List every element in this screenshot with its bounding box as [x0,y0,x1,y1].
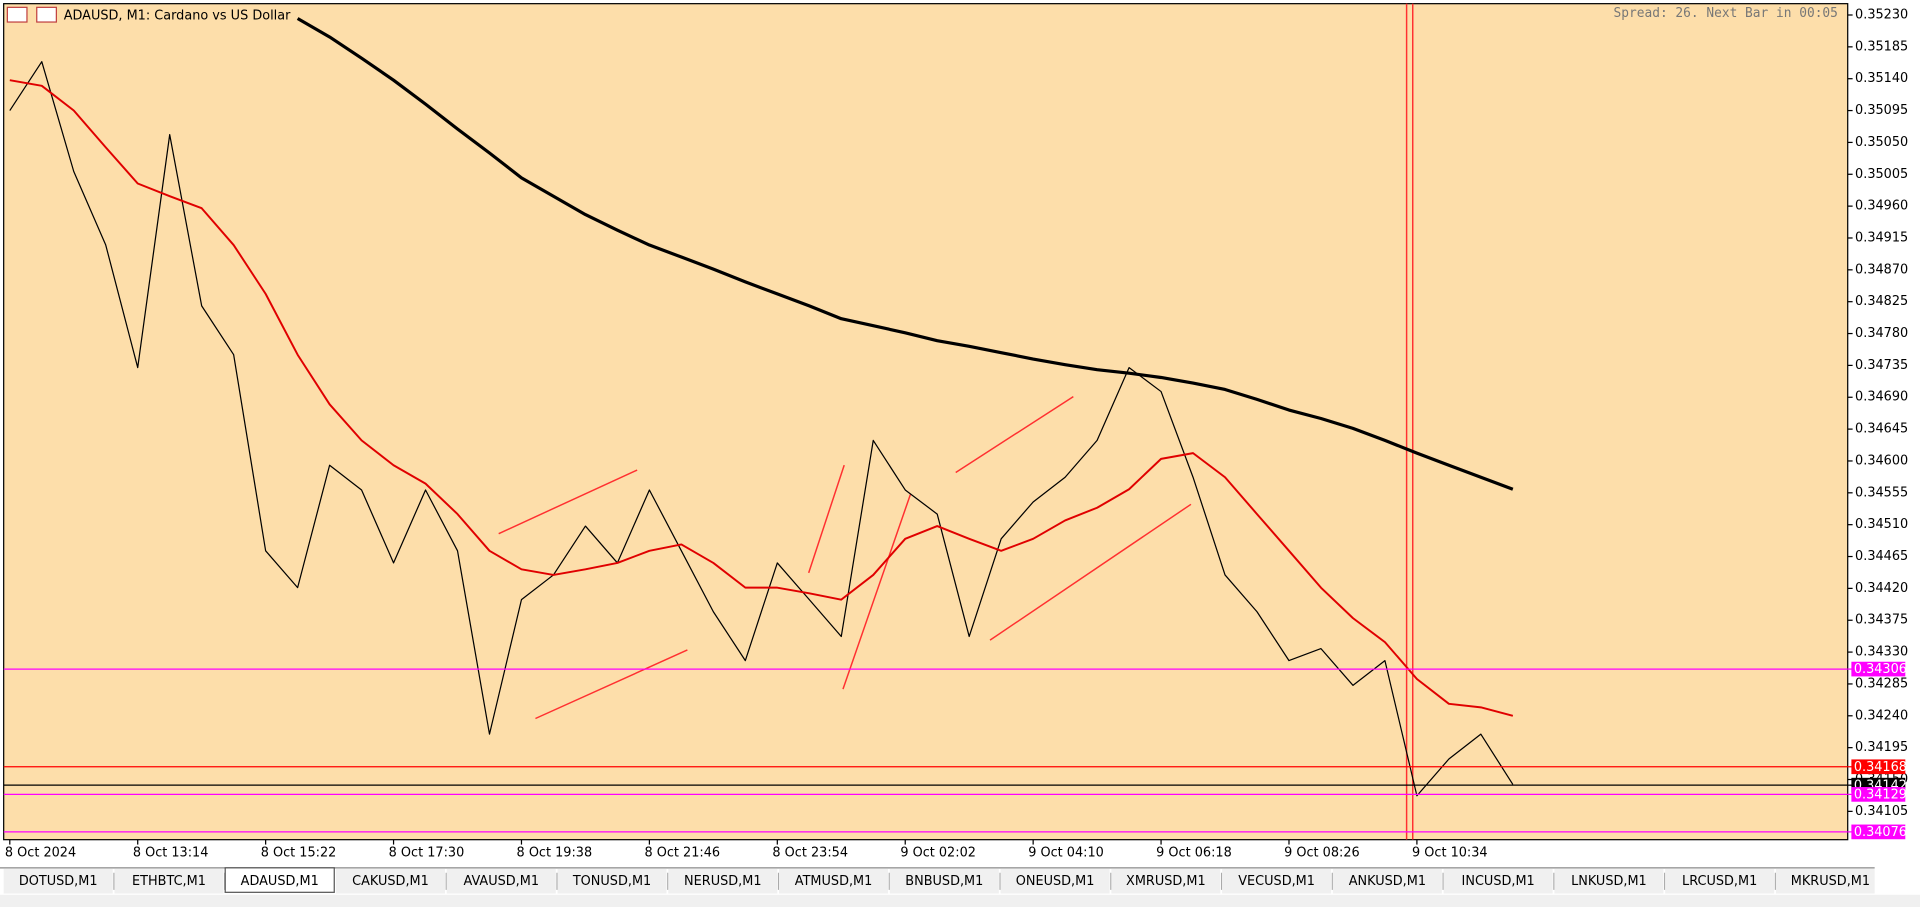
x-tick-label: 8 Oct 17:30 [389,846,465,861]
y-tick-label: 0.34645 [1855,422,1908,437]
y-tick-label: 0.35050 [1855,135,1908,150]
x-tick-label: 8 Oct 23:54 [772,846,848,861]
trendline [955,395,1074,474]
spread-status: Spread: 26. Next Bar in 00:05 [1614,6,1838,21]
y-tick-label: 0.34555 [1855,485,1908,500]
tab-label[interactable]: LNKUSD,M1 [1571,874,1647,889]
tab[interactable] [668,869,778,894]
price-tag [1851,759,1906,775]
price-tag [1851,787,1906,802]
tab[interactable] [1332,869,1442,894]
symbol-tabs: DOTUSD,M1 ETHBTC,M1 ADAUSD,M1 CAKUSD,M1 AVAU… [0,867,1885,894]
price-tag [1851,661,1906,677]
tab[interactable] [1554,869,1664,894]
y-tick-label: 0.34375 [1855,613,1908,628]
y-tick-label: 0.34735 [1855,358,1908,373]
tab-label[interactable]: NERUSD,M1 [684,874,761,889]
x-tick-label: 9 Oct 10:34 [1412,846,1488,861]
y-tick-label: 0.34960 [1855,199,1908,214]
y-tick-label: 0.35095 [1855,103,1908,118]
x-tick-label: 8 Oct 2024 [5,846,76,861]
x-tick-label: 8 Oct 21:46 [644,846,720,861]
y-tick-label: 0.34870 [1855,262,1908,277]
plot-area [3,3,1849,841]
price-tag-label: 0.34076 [1854,825,1907,840]
chart-header: ADAUSD, M1: Cardano vs US Dollar [64,8,291,23]
price-tag-label: 0.34306 [1854,662,1907,677]
tab[interactable] [335,869,446,894]
x-tick-label: 9 Oct 06:18 [1156,846,1232,861]
tab[interactable] [1222,869,1332,894]
status-bar [0,894,1920,907]
y-tick-label: 0.34285 [1855,676,1908,691]
menu-icon[interactable] [6,6,28,23]
trendline [842,494,912,690]
tab-label[interactable]: VECUSD,M1 [1238,874,1315,889]
tab-label[interactable]: BNBUSD,M1 [905,874,983,889]
x-tick-label: 8 Oct 19:38 [517,846,593,861]
price-line [296,17,1514,491]
y-tick-label: 0.34690 [1855,390,1908,405]
y-tick-label: 0.34600 [1855,453,1908,468]
tab-label[interactable]: INCUSD,M1 [1462,874,1535,889]
tab-label[interactable]: AVAUSD,M1 [463,874,539,889]
y-tick-label: 0.34510 [1855,517,1908,532]
tab[interactable] [3,869,113,894]
tab-label[interactable]: CAKUSD,M1 [352,874,429,889]
x-tick-label: 9 Oct 04:10 [1028,846,1104,861]
tab-label[interactable]: TONUSD,M1 [572,874,651,889]
chart-icon[interactable] [36,6,57,23]
tab-label[interactable]: ANKUSD,M1 [1349,874,1426,889]
tab-label[interactable]: ATMUSD,M1 [795,874,873,889]
price-tag-label: 0.34168 [1854,760,1907,775]
y-tick-label: 0.34330 [1855,645,1908,660]
y-tick-label: 0.35185 [1855,39,1908,54]
tab[interactable] [1443,869,1553,894]
y-tick-label: 0.34240 [1855,708,1908,723]
y-tick-label: 0.35005 [1855,167,1908,182]
trendline [498,469,638,535]
tab[interactable] [1111,869,1221,894]
x-tick-label: 9 Oct 08:26 [1284,846,1360,861]
tab[interactable] [1000,869,1110,894]
tab[interactable] [114,869,224,894]
active-tab[interactable] [224,867,335,893]
y-tick-label: 0.34420 [1855,581,1908,596]
y-tick-label: 0.34105 [1855,804,1908,819]
plot-layer [3,3,1848,840]
x-tick-label: 9 Oct 02:02 [900,846,976,861]
tab[interactable] [1775,869,1885,894]
price-line [9,79,1514,717]
trendline [535,649,688,720]
tab-label[interactable]: ETHBTC,M1 [132,874,206,889]
tab-label[interactable]: ONEUSD,M1 [1016,874,1095,889]
tab-label[interactable]: XMRUSD,M1 [1126,874,1206,889]
trendlines [498,3,1414,840]
y-tick-label: 0.34780 [1855,326,1908,341]
trendline [807,464,845,574]
tab[interactable] [779,869,889,894]
y-tick-label: 0.34915 [1855,230,1908,245]
price-tag [1851,824,1906,840]
tab[interactable] [1665,869,1775,894]
tab-label[interactable]: MKRUSD,M1 [1791,874,1870,889]
tab-label[interactable]: LRCUSD,M1 [1682,874,1757,889]
tab[interactable] [889,869,999,894]
price-line [9,61,1514,797]
x-tick-label: 8 Oct 13:14 [133,846,209,861]
tab-label[interactable]: ADAUSD,M1 [241,874,319,889]
y-tick-label: 0.35140 [1855,71,1908,86]
y-tick-label: 0.34825 [1855,294,1908,309]
tab-label[interactable]: DOTUSD,M1 [19,874,98,889]
tab[interactable] [557,869,667,894]
y-tick-label: 0.35230 [1855,8,1908,23]
trendline [989,503,1192,641]
y-tick-label: 0.34195 [1855,740,1908,755]
price-tag-label: 0.34129 [1854,787,1907,802]
tab[interactable] [446,869,556,894]
x-tick-label: 8 Oct 15:22 [261,846,337,861]
y-tick-label: 0.34465 [1855,549,1908,564]
